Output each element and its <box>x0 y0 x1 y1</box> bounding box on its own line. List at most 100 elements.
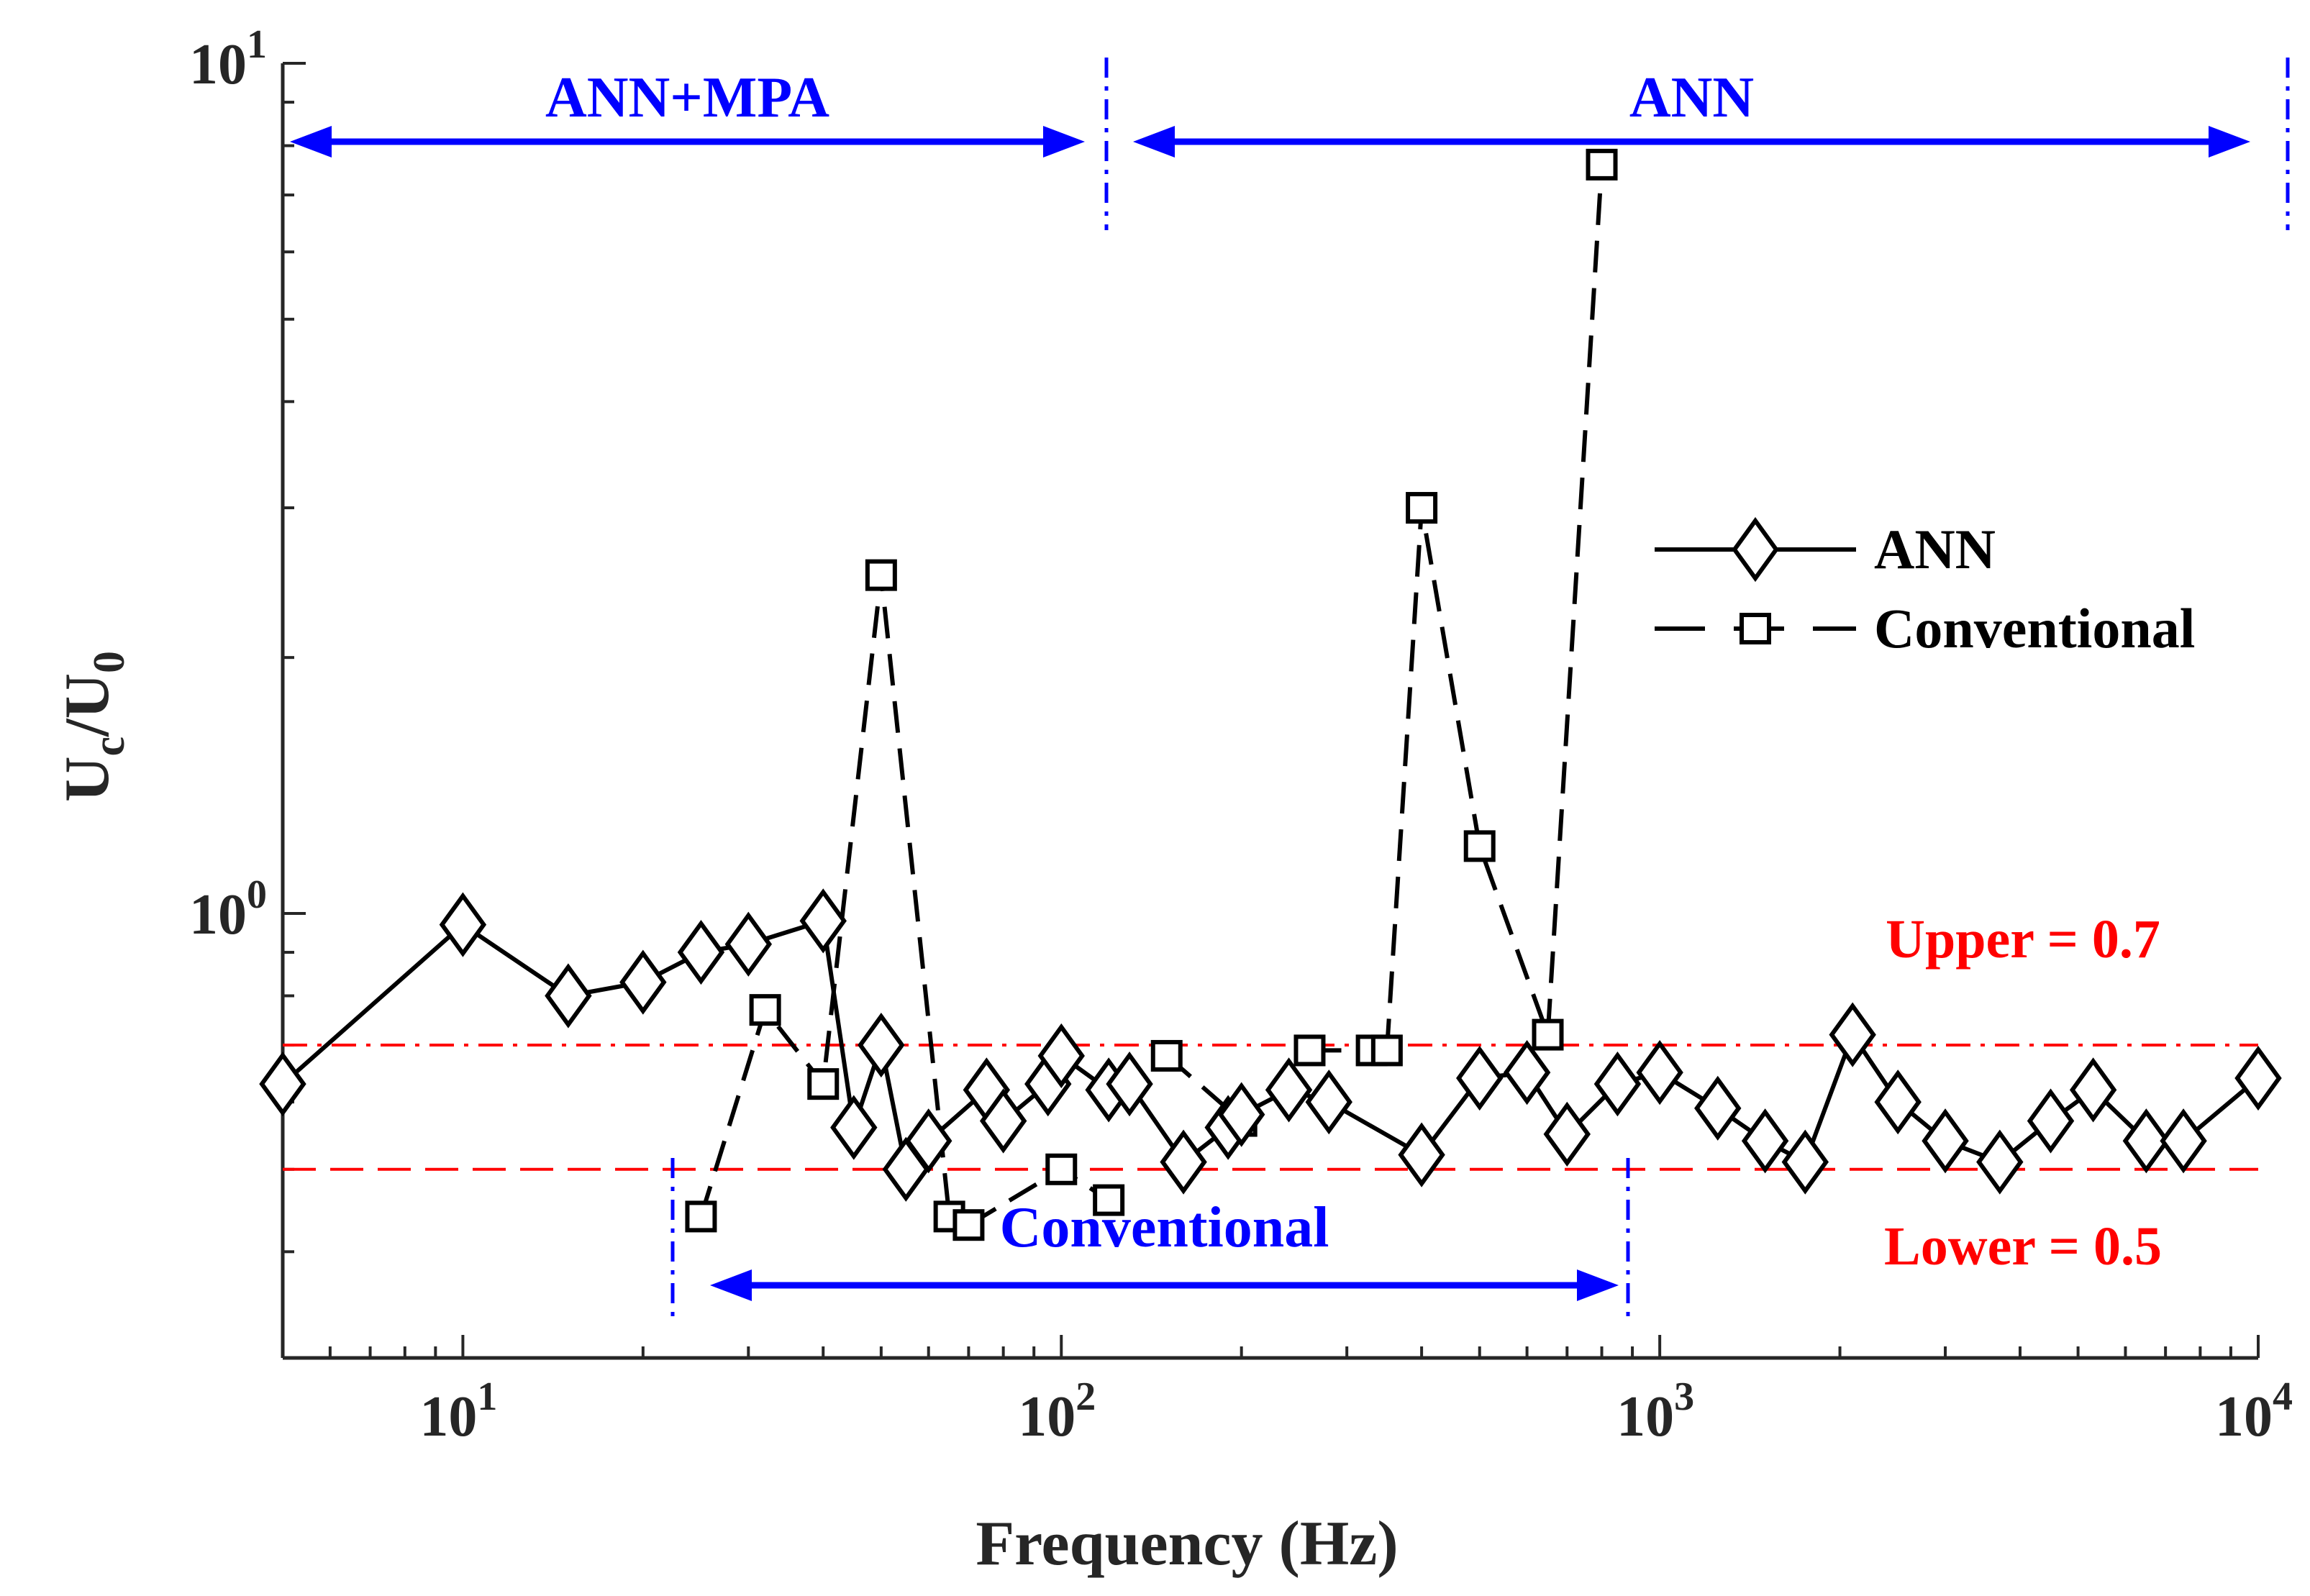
conventional-point <box>1293 1034 1326 1067</box>
reference-lines: Upper = 0.7 Lower = 0.5 <box>283 909 2258 1277</box>
ann-point <box>1922 1108 1969 1174</box>
conventional-range-label: Conventional <box>1000 1196 1329 1259</box>
y-label-sub2: 0 <box>85 651 134 673</box>
ann-point <box>1781 1129 1829 1195</box>
x-axis-label: Frequency (Hz) <box>976 1509 1398 1579</box>
ann-mpa-range-arrow-head-left <box>290 126 332 158</box>
legend-label-conventional: Conventional <box>1874 597 2195 660</box>
ann-point <box>1732 516 1779 583</box>
conventional-point <box>952 1209 985 1241</box>
ann-point <box>1398 1122 1445 1187</box>
x-tick-exponent: 1 <box>477 1374 497 1419</box>
ann-point <box>259 1052 306 1117</box>
ann-point <box>1829 1002 1876 1067</box>
conventional-range-arrow-head-right <box>1577 1269 1619 1301</box>
ann-point <box>1305 1070 1352 1135</box>
conventional-point <box>1463 830 1496 862</box>
ann-point <box>1741 1108 1789 1174</box>
x-tick-base: 10 <box>1018 1385 1076 1449</box>
legend: ANN Conventional <box>1655 516 2195 660</box>
ann-point <box>1503 1039 1551 1105</box>
ann-mpa-range-arrow-head-right <box>1043 126 1085 158</box>
ann-point <box>545 963 592 1029</box>
conventional-point <box>1045 1153 1078 1185</box>
conventional-point <box>1093 1184 1125 1216</box>
ann-point <box>2027 1088 2075 1154</box>
conventional-range-arrow-head-left <box>710 1269 752 1301</box>
y-tick-exponent: 0 <box>247 872 267 917</box>
ann-point <box>1456 1045 1504 1111</box>
x-tick-label: 102 <box>1018 1374 1096 1449</box>
ann-point <box>830 1095 878 1160</box>
ann-point <box>1636 1039 1683 1105</box>
ann-range-arrow-head-left <box>1133 126 1175 158</box>
ann-point <box>1037 1023 1085 1089</box>
x-tick-exponent: 4 <box>2273 1374 2293 1419</box>
ann-point <box>619 949 667 1015</box>
y-tick-base: 10 <box>189 883 247 947</box>
ann-point <box>905 1108 952 1174</box>
conventional-point <box>1370 1034 1403 1067</box>
x-tick-label: 103 <box>1616 1374 1694 1449</box>
ann-series <box>259 888 2282 1202</box>
series-layer <box>259 148 2282 1241</box>
conventional-point <box>865 559 897 591</box>
y-label-sub1: c <box>85 737 134 757</box>
ann-point <box>1106 1052 1153 1117</box>
upper-threshold-label: Upper = 0.7 <box>1886 909 2160 970</box>
y-label-slash: /U <box>53 673 122 737</box>
ann-point <box>2122 1108 2170 1174</box>
ann-range-label: ANN <box>1629 66 1754 129</box>
x-tick-label: 101 <box>419 1374 497 1449</box>
ann-point <box>677 919 725 985</box>
ann-point <box>1593 1052 1642 1117</box>
axis-labels: Frequency (Hz) Uc/U0 <box>53 651 1399 1579</box>
x-tick-exponent: 3 <box>1674 1374 1694 1419</box>
conventional-point <box>685 1200 717 1233</box>
y-tick-exponent: 1 <box>247 22 267 67</box>
range-annotations: ANN+MPA ANN Conventional <box>290 58 2290 1323</box>
conventional-point <box>1406 492 1438 524</box>
x-tick-base: 10 <box>419 1385 477 1449</box>
legend-label-ann: ANN <box>1874 518 1996 580</box>
y-axis-label: Uc/U0 <box>53 651 134 802</box>
lower-threshold-label: Lower = 0.5 <box>1884 1216 2162 1277</box>
conventional-line <box>1384 164 1604 1051</box>
ann-point <box>1217 1082 1265 1147</box>
y-tick-label: 100 <box>189 872 267 947</box>
x-tick-base: 10 <box>1616 1385 1674 1449</box>
conventional-point <box>1586 148 1618 181</box>
ann-point <box>2234 1045 2282 1111</box>
ann-point <box>979 1088 1027 1154</box>
ann-point <box>439 892 487 957</box>
ann-point <box>1543 1101 1591 1167</box>
ann-point <box>2069 1057 2117 1123</box>
conventional-point <box>807 1068 840 1100</box>
y-label-main: U <box>53 756 122 802</box>
conventional-series <box>685 148 1618 1241</box>
ann-point <box>799 888 847 954</box>
y-tick-label: 101 <box>189 22 267 96</box>
conventional-point <box>1740 613 1771 644</box>
x-tick-base: 10 <box>2215 1385 2273 1449</box>
ann-point <box>724 911 773 977</box>
y-axis-label-group: Uc/U0 <box>53 651 134 802</box>
conventional-point <box>1150 1039 1183 1072</box>
x-tick-exponent: 2 <box>1076 1374 1096 1419</box>
ann-point <box>1694 1075 1742 1141</box>
ann-point <box>1160 1129 1207 1195</box>
y-tick-base: 10 <box>189 33 247 96</box>
ann-point <box>858 1012 905 1078</box>
ann-point <box>2160 1108 2207 1174</box>
ann-range-arrow-head-right <box>2209 126 2250 158</box>
ann-point <box>1874 1070 1922 1135</box>
ann-line <box>281 918 2260 1172</box>
ann-mpa-range-label: ANN+MPA <box>545 66 829 129</box>
conventional-point <box>1532 1018 1564 1051</box>
x-tick-label: 104 <box>2215 1374 2293 1449</box>
ann-point <box>1265 1057 1313 1123</box>
ann-point <box>1976 1129 2024 1195</box>
conventional-point <box>749 994 781 1026</box>
